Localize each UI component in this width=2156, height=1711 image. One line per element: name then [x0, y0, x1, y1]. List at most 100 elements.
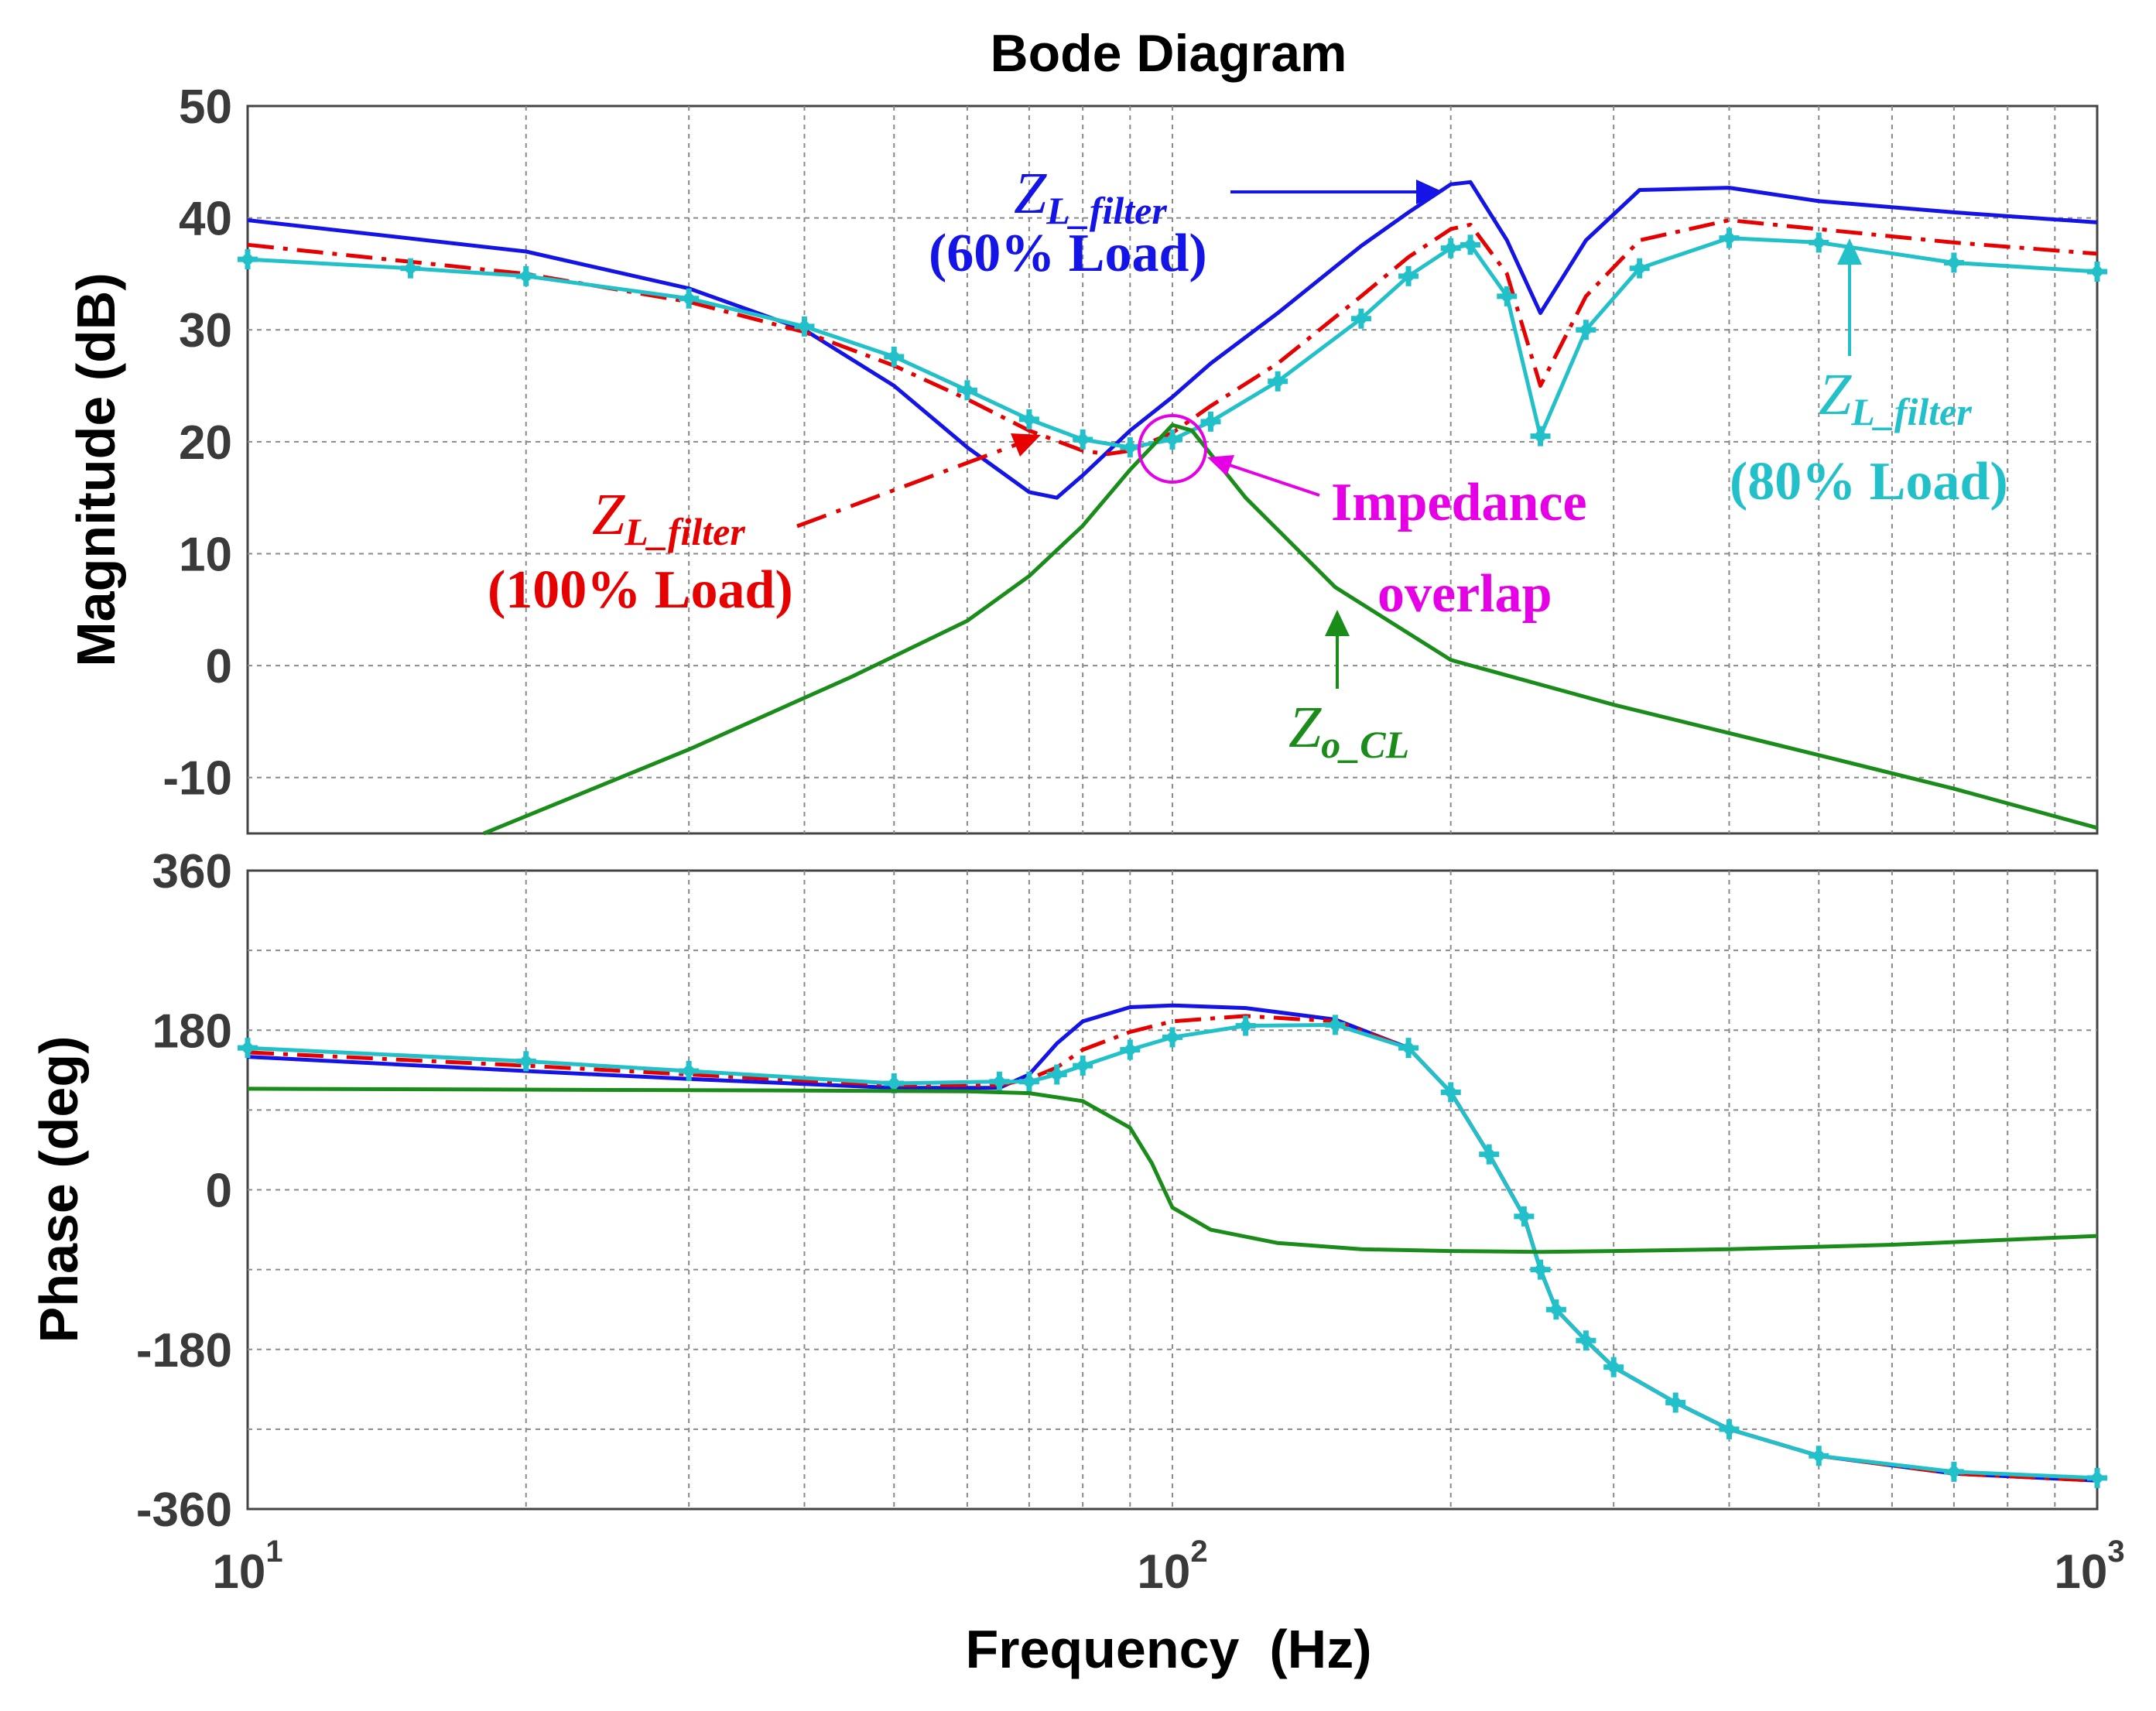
phase-y-tick-label: -360	[136, 1483, 232, 1537]
marker-dot	[1077, 1060, 1089, 1072]
mag-series-marker	[1460, 234, 1481, 255]
marker-dot	[683, 293, 695, 304]
phase-series-marker	[1719, 1418, 1740, 1439]
marker-dot	[1205, 416, 1217, 427]
marker-dot	[1550, 1304, 1562, 1316]
annotation-100-load: ZL_filter (100% Load)	[488, 433, 1041, 620]
phase-series	[238, 1003, 2107, 1488]
phase-series-marker	[1046, 1064, 1067, 1085]
marker-dot	[520, 270, 532, 282]
mag-y-tick-label: 40	[179, 193, 232, 246]
annotation-60-load: ZL_filter (60% Load)	[929, 161, 1443, 283]
phase-y-tick-label: 0	[206, 1165, 232, 1218]
phase-series-marker	[1576, 1330, 1596, 1351]
x-tick-100: 102	[1137, 1535, 1207, 1599]
x-tick-10-exp: 1	[265, 1535, 282, 1569]
marker-dot	[799, 320, 810, 332]
annotation-100-text: (100% Load)	[488, 560, 793, 620]
magnitude-y-axis-label: Magnitude (dB)	[66, 272, 126, 666]
phase-series-marker	[1530, 1259, 1551, 1280]
x-tick-1000-exp: 3	[2107, 1535, 2124, 1569]
marker-dot	[1948, 1466, 1959, 1477]
marker-dot	[1240, 1020, 1251, 1032]
mag-series-marker	[1629, 258, 1650, 279]
marker-dot	[1813, 237, 1825, 248]
mag-series-marker	[1120, 437, 1141, 458]
annotation-60-text: (60% Load)	[929, 224, 1207, 283]
mag-y-tick-label: -10	[163, 752, 232, 806]
mag-series-marker	[1530, 426, 1551, 447]
phase-series-marker	[1235, 1015, 1256, 1036]
mag-y-tick-label: 50	[179, 80, 232, 134]
marker-dot	[1403, 1042, 1415, 1054]
marker-dot	[1535, 430, 1546, 442]
overlap-arrowhead	[1207, 455, 1234, 476]
annotation-80-load: ZL_filter (80% Load)	[1730, 238, 2008, 512]
marker-dot	[2092, 266, 2103, 278]
mag-series-marker	[1440, 238, 1461, 258]
mag-series-marker	[679, 288, 700, 309]
mag-series-marker	[1200, 411, 1221, 432]
marker-dot	[1023, 413, 1035, 425]
annotation-60-symbol: Z	[1014, 161, 1047, 226]
marker-dot	[1272, 375, 1284, 387]
annotation-overlap: Impedance overlap	[1138, 414, 1587, 624]
phase-series-marker	[1545, 1299, 1566, 1320]
mag-series-marker	[1398, 265, 1419, 286]
annotation-100-arrow	[796, 440, 1022, 529]
phase-series-marker	[1073, 1056, 1093, 1076]
marker-dot	[1670, 1397, 1682, 1408]
marker-dot	[1813, 1450, 1825, 1462]
phase-series-marker	[1943, 1461, 1964, 1482]
mag-series-marker	[1497, 286, 1518, 306]
mag-series-marker	[400, 258, 421, 279]
annotation-100-arrowhead	[1011, 433, 1041, 457]
phase-y-ticks: -360 -180 0 180 360	[136, 845, 232, 1537]
overlap-text-line1: Impedance	[1331, 473, 1587, 532]
marker-dot	[1948, 257, 1959, 269]
mag-series-marker	[1162, 429, 1182, 450]
mag-series-marker	[515, 265, 536, 286]
phase-grid	[248, 871, 2097, 1509]
mag-series-marker	[1809, 232, 1829, 253]
marker-dot	[961, 385, 973, 396]
marker-dot	[888, 1078, 900, 1089]
phase-series-marker	[1440, 1082, 1461, 1103]
phase-series-line	[247, 1086, 2098, 1254]
phase-y-tick-label: 180	[152, 1004, 232, 1058]
svg-text:Zo_CL: Zo_CL	[1288, 695, 1409, 766]
mag-series-marker	[1268, 371, 1288, 392]
x-axis-label: Frequency (Hz)	[965, 1619, 1371, 1679]
marker-dot	[1518, 1210, 1530, 1222]
phase-series-marker	[679, 1060, 700, 1081]
x-tick-100-exp: 2	[1190, 1535, 1207, 1569]
marker-dot	[1077, 433, 1089, 445]
mag-series-marker	[794, 316, 815, 337]
annotation-zocl-subscript: o_CL	[1321, 723, 1409, 766]
marker-dot	[1445, 1086, 1456, 1098]
phase-series-marker	[1398, 1038, 1419, 1059]
marker-dot	[1501, 290, 1513, 302]
marker-dot	[242, 1042, 253, 1054]
marker-dot	[1535, 1264, 1546, 1275]
mag-y-tick-label: 0	[206, 640, 232, 693]
marker-dot	[1124, 1044, 1136, 1056]
marker-dot	[1330, 1019, 1341, 1031]
mag-series-marker	[1073, 429, 1093, 450]
chart-title: Bode Diagram	[991, 24, 1347, 83]
x-tick-1000-base: 10	[2054, 1545, 2107, 1599]
annotation-80-subscript: L_filter	[1850, 390, 1972, 433]
phase-series-marker	[238, 1038, 258, 1059]
mag-y-tick-label: 20	[179, 416, 232, 470]
phase-series-marker	[1162, 1027, 1182, 1048]
annotation-100-symbol: Z	[592, 482, 625, 547]
marker-dot	[1580, 324, 1592, 336]
overlap-text-line2: overlap	[1377, 564, 1552, 624]
marker-dot	[405, 262, 416, 274]
mag-series-marker	[238, 249, 258, 270]
annotation-80-symbol: Z	[1819, 362, 1852, 427]
annotation-80-text: (80% Load)	[1730, 452, 2008, 512]
marker-dot	[888, 351, 900, 362]
phase-panel: -360 -180 0 180 360 Phase (deg)	[29, 845, 2107, 1537]
